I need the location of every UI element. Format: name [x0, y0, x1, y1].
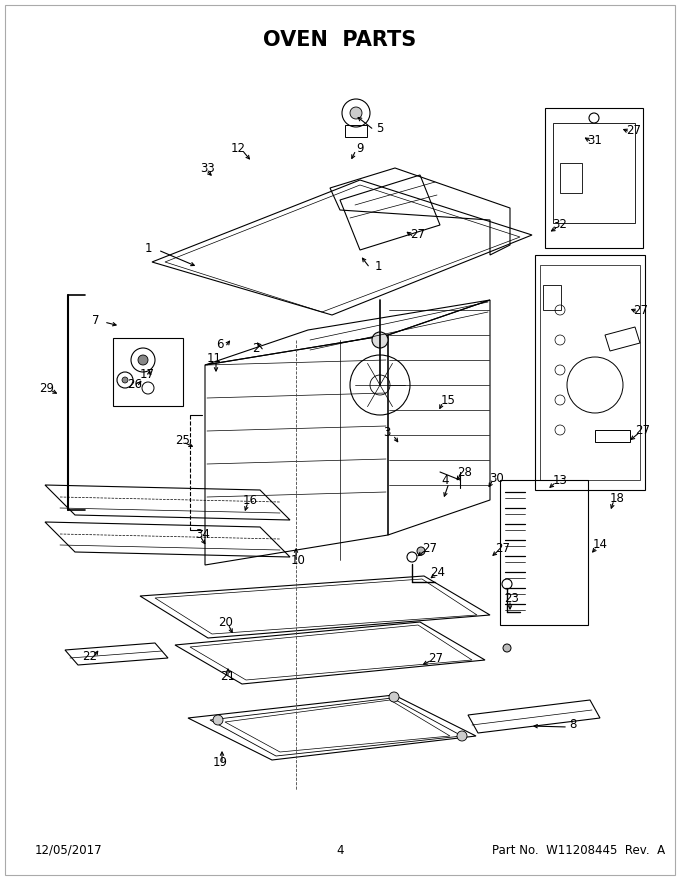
Bar	[595, 430, 630, 442]
Text: OVEN  PARTS: OVEN PARTS	[263, 30, 417, 50]
Bar	[345, 125, 367, 137]
Text: 13: 13	[553, 473, 567, 487]
Text: 27: 27	[422, 541, 437, 554]
Text: 32: 32	[553, 218, 567, 231]
Text: 21: 21	[220, 670, 235, 683]
Text: 7: 7	[92, 313, 100, 326]
Text: 4: 4	[336, 844, 344, 856]
Text: 10: 10	[290, 554, 305, 567]
Text: 28: 28	[458, 466, 473, 479]
Bar	[543, 285, 561, 310]
Text: 23: 23	[505, 591, 520, 605]
Circle shape	[457, 731, 467, 741]
Text: 12/05/2017: 12/05/2017	[35, 844, 103, 856]
Circle shape	[213, 715, 223, 725]
Text: 27: 27	[626, 123, 641, 136]
Text: 18: 18	[609, 492, 624, 504]
Text: 3: 3	[384, 426, 391, 438]
Bar	[545, 108, 643, 248]
Bar	[500, 480, 588, 625]
Text: 24: 24	[430, 567, 445, 580]
Text: 31: 31	[588, 134, 602, 146]
Circle shape	[350, 107, 362, 119]
Text: 6: 6	[216, 339, 224, 351]
Bar	[113, 338, 183, 406]
Text: 2: 2	[252, 342, 260, 356]
Circle shape	[122, 377, 128, 383]
Circle shape	[417, 547, 425, 555]
Text: 27: 27	[428, 651, 443, 664]
Text: 34: 34	[196, 527, 210, 540]
Text: 26: 26	[128, 378, 143, 392]
Text: 16: 16	[243, 494, 258, 507]
Text: 9: 9	[356, 142, 364, 155]
Text: 22: 22	[82, 649, 97, 663]
Text: 27: 27	[634, 304, 649, 317]
Bar	[540, 265, 640, 480]
Text: 4: 4	[441, 473, 449, 487]
Text: 17: 17	[139, 369, 154, 382]
Text: 27: 27	[636, 423, 651, 436]
Text: 12: 12	[231, 142, 245, 155]
Text: 19: 19	[212, 756, 228, 768]
Text: 20: 20	[218, 615, 233, 628]
Text: 27: 27	[411, 229, 426, 241]
Text: 5: 5	[376, 121, 384, 135]
Circle shape	[389, 692, 399, 702]
Text: 25: 25	[175, 434, 190, 446]
Text: 15: 15	[441, 393, 456, 407]
Bar	[553, 123, 635, 223]
Text: Part No.  W11208445  Rev.  A: Part No. W11208445 Rev. A	[492, 844, 665, 856]
Text: 11: 11	[207, 351, 222, 364]
Circle shape	[138, 355, 148, 365]
Text: 14: 14	[592, 539, 607, 552]
Text: 1: 1	[374, 260, 381, 273]
Circle shape	[372, 332, 388, 348]
Text: 1: 1	[144, 241, 152, 254]
Bar	[535, 255, 645, 490]
Text: 30: 30	[490, 472, 505, 485]
Text: 29: 29	[39, 382, 54, 394]
Text: 33: 33	[201, 162, 216, 174]
Text: 27: 27	[496, 541, 511, 554]
Circle shape	[503, 644, 511, 652]
Bar	[560, 163, 582, 193]
Text: 8: 8	[569, 718, 577, 731]
